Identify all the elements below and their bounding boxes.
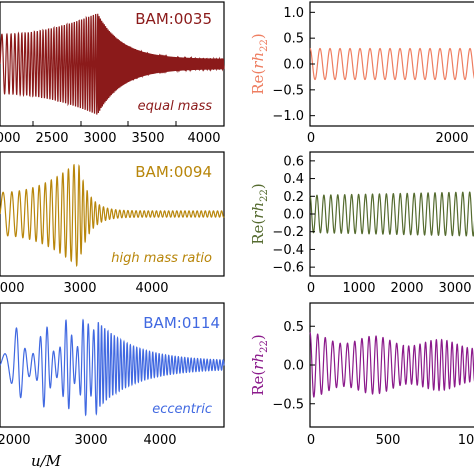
series-line [0, 163, 225, 268]
y-tick-label: −0.6 [272, 261, 304, 276]
panel-title: BAM:0114 [143, 314, 220, 332]
x-tick-label: 4000 [143, 433, 176, 448]
x-tick-label: 500 [376, 433, 401, 448]
panel-right-1: Re(rh22) 1.0 0.5 0.0 −0.5 −1.0 0 2000 [249, 1, 474, 146]
x-tick-label: 0 [307, 281, 315, 296]
panel-right-2: Re(rh22) 0.6 0.4 0.2 0.0 −0.2 −0.4 −0.6 0 1000… [249, 151, 474, 296]
panel-title: BAM:0035 [135, 10, 212, 28]
y-tick-label: −0.4 [272, 243, 304, 258]
y-tick-label: 0.0 [283, 58, 304, 73]
x-tick-label: 2000 [390, 281, 423, 296]
y-ticks: 0.5 0.0 −0.5 [272, 320, 315, 412]
panel-annotation: high mass ratio [111, 251, 212, 266]
y-tick-label: 0.4 [283, 172, 304, 187]
x-tick-label: 2000 [0, 281, 25, 296]
y-tick-label: −1.0 [272, 109, 304, 124]
x-tick-label: 2500 [35, 131, 68, 146]
y-tick-label: 0.2 [283, 190, 304, 205]
x-ticks: 2000 2500 3000 3500 4000 [0, 121, 221, 146]
x-tick-label: 10 [458, 433, 474, 448]
y-ticks: 1.0 0.5 0.0 −0.5 −1.0 [272, 6, 315, 124]
y-axis-label: Re(rh22) [249, 183, 270, 244]
panel-left-2: BAM:0094 high mass ratio 2000 3000 4000 [0, 151, 225, 296]
x-tick-label: 3000 [74, 433, 107, 448]
panel-left-3: BAM:0114 eccentric 2000 3000 4000 u/M [0, 302, 225, 470]
x-tick-label: 3500 [131, 131, 164, 146]
panel-annotation: eccentric [152, 402, 212, 417]
x-tick-label: 2000 [435, 131, 468, 146]
series-line [0, 318, 225, 417]
panel-title: BAM:0094 [135, 163, 212, 181]
x-tick-label: 4000 [187, 131, 220, 146]
y-ticks: 0.6 0.4 0.2 0.0 −0.2 −0.4 −0.6 [272, 154, 315, 276]
y-tick-label: −0.2 [272, 225, 304, 240]
y-tick-label: 0.6 [283, 154, 304, 169]
y-tick-label: 0.5 [283, 320, 304, 335]
x-tick-label: 0 [307, 433, 315, 448]
x-tick-label: 3000 [63, 281, 96, 296]
x-tick-label: 3000 [438, 281, 471, 296]
series-line [0, 13, 225, 115]
series-line [309, 332, 474, 398]
panel-annotation: equal mass [138, 99, 213, 114]
x-tick-label: 2000 [0, 433, 31, 448]
x-axis-label: u/M [31, 452, 62, 470]
y-tick-label: 0.0 [283, 208, 304, 223]
y-tick-label: −0.5 [272, 397, 304, 412]
y-tick-label: −0.5 [272, 83, 304, 98]
x-tick-label: 1000 [342, 281, 375, 296]
series-line [309, 191, 474, 237]
panel-left-1: BAM:0035 equal mass 2000 2500 3000 3500 … [0, 1, 225, 146]
x-tick-label: 0 [307, 131, 315, 146]
x-tick-label: 3000 [83, 131, 116, 146]
y-axis-label: Re(rh22) [249, 334, 270, 395]
y-tick-label: 0.0 [283, 359, 304, 374]
y-tick-label: 0.5 [283, 32, 304, 47]
panel-right-3: Re(rh22) 0.5 0.0 −0.5 0 500 10 [249, 302, 474, 448]
series-line [309, 47, 474, 81]
y-axis-label: Re(rh22) [249, 33, 270, 94]
x-tick-label: 2000 [0, 131, 21, 146]
x-tick-label: 4000 [135, 281, 168, 296]
y-tick-label: 1.0 [283, 6, 304, 21]
frame-left-2 [0, 151, 225, 277]
